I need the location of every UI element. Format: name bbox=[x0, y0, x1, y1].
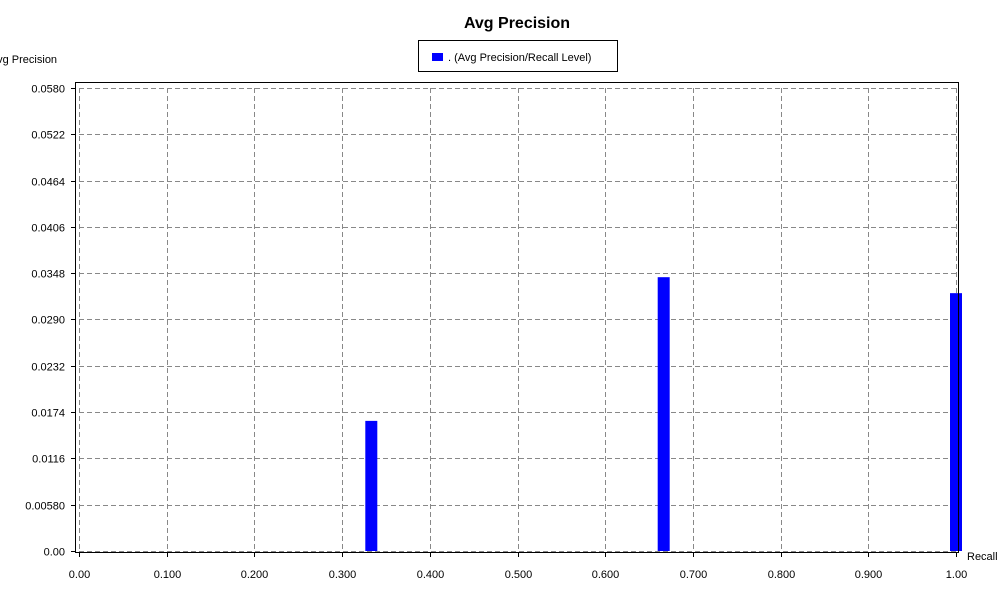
y-tick-label: 0.0174 bbox=[31, 408, 65, 420]
y-axis-label: Avg Precision bbox=[0, 54, 57, 66]
x-tick-label: 0.300 bbox=[329, 569, 357, 581]
y-tick-label: 0.0464 bbox=[31, 177, 65, 189]
x-tick-label: 0.800 bbox=[768, 569, 796, 581]
x-tick-label: 0.00 bbox=[69, 569, 90, 581]
x-ticks: 0.00 0.100 0.200 0.300 0.400 0.500 0.600 0.700 0… bbox=[69, 553, 967, 581]
y-tick-label: 0.0580 bbox=[31, 84, 65, 96]
bars bbox=[365, 277, 962, 551]
x-tick-label: 0.700 bbox=[680, 569, 708, 581]
y-ticks: 0.00 0.00580 0.0116 0.0174 0.0232 0.0290 0.034… bbox=[25, 84, 75, 559]
chart-title: Avg Precision bbox=[464, 15, 570, 32]
x-tick-label: 0.200 bbox=[241, 569, 269, 581]
x-tick-label: 0.900 bbox=[855, 569, 883, 581]
legend-swatch bbox=[432, 53, 443, 61]
x-tick-label: 1.00 bbox=[946, 569, 967, 581]
y-tick-label: 0.0116 bbox=[32, 454, 65, 466]
plot-frame bbox=[75, 82, 959, 553]
y-tick-label: 0.0406 bbox=[31, 223, 65, 235]
legend-label: . (Avg Precision/Recall Level) bbox=[448, 52, 591, 64]
y-tick-label: 0.0232 bbox=[31, 362, 65, 374]
x-tick-label: 0.600 bbox=[592, 569, 620, 581]
x-tick-label: 0.100 bbox=[154, 569, 182, 581]
bar bbox=[365, 420, 378, 551]
x-tick-label: 0.500 bbox=[505, 569, 533, 581]
y-tick-label: 0.0290 bbox=[31, 315, 65, 327]
y-tick-label: 0.0348 bbox=[31, 269, 65, 281]
x-tick-label: 0.400 bbox=[417, 569, 445, 581]
x-axis-label: Recall bbox=[967, 551, 998, 563]
y-tick-label: 0.00 bbox=[44, 547, 65, 559]
grid bbox=[79, 88, 957, 552]
bar bbox=[657, 277, 670, 551]
bar bbox=[950, 293, 962, 551]
y-tick-label: 0.00580 bbox=[25, 501, 65, 513]
legend-box bbox=[418, 40, 618, 72]
y-tick-label: 0.0522 bbox=[31, 130, 65, 142]
legend: . (Avg Precision/Recall Level) bbox=[418, 40, 618, 72]
